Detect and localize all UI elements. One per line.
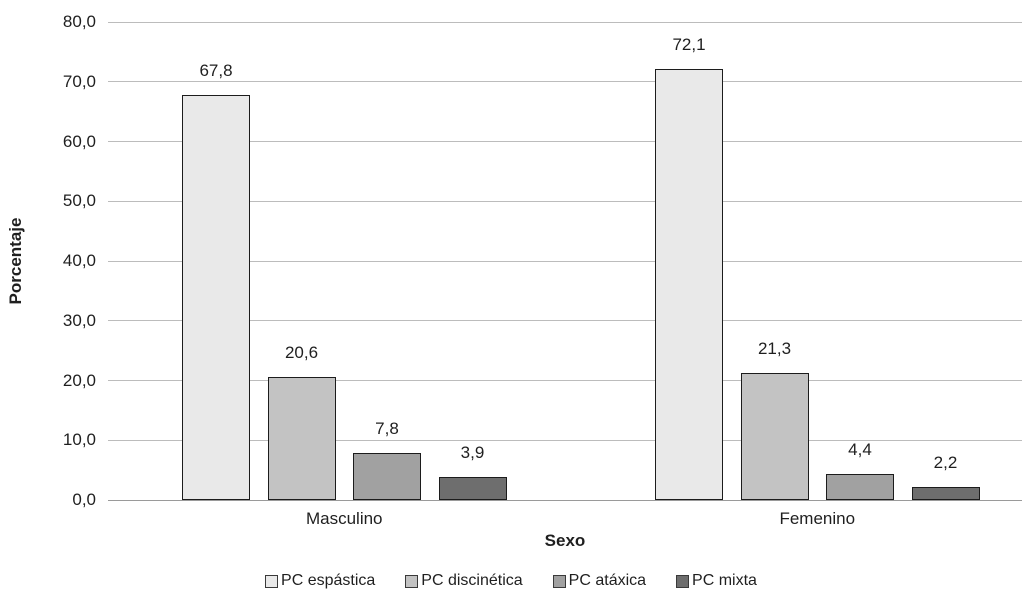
bar-value-label: 3,9 bbox=[460, 442, 485, 462]
gridline bbox=[108, 21, 1022, 23]
y-tick-label: 60,0 bbox=[62, 131, 96, 151]
legend-label: PC atáxica bbox=[568, 572, 647, 589]
legend-item: PC discinética bbox=[405, 572, 523, 590]
gridline bbox=[108, 200, 1022, 202]
bar bbox=[740, 372, 809, 500]
gridline bbox=[108, 380, 1022, 381]
y-tick-label: 50,0 bbox=[62, 191, 96, 211]
bar-value-label: 20,6 bbox=[284, 342, 319, 362]
y-tick-label: 30,0 bbox=[62, 310, 96, 330]
legend-swatch-icon bbox=[676, 574, 690, 588]
x-axis-title: Sexo bbox=[544, 531, 586, 550]
bar bbox=[911, 486, 980, 500]
y-tick-label: 0,0 bbox=[72, 490, 96, 509]
gridline bbox=[108, 320, 1022, 322]
legend-swatch-icon bbox=[265, 574, 279, 588]
legend-item: PC atáxica bbox=[552, 572, 647, 590]
bar bbox=[182, 94, 250, 500]
bar bbox=[353, 453, 421, 500]
gridline bbox=[108, 439, 1022, 441]
bar bbox=[655, 69, 723, 500]
bar-value-label: 7,8 bbox=[375, 419, 399, 439]
legend-swatch-icon bbox=[552, 574, 566, 588]
legend-item: PC mixta bbox=[676, 572, 757, 590]
bar-value-label: 67,8 bbox=[199, 60, 233, 80]
bar-value-label: 2,2 bbox=[933, 452, 958, 472]
y-axis-ticks: 0,0 10,0 20,0 30,0 40,0 50,0 60,0 70,0 80,0 bbox=[0, 12, 96, 509]
legend-swatch-icon bbox=[405, 574, 419, 588]
y-tick-label: 40,0 bbox=[62, 251, 96, 270]
y-tick-label: 10,0 bbox=[62, 430, 96, 450]
legend-label: PC discinética bbox=[421, 572, 523, 589]
legend-label: PC espástica bbox=[281, 572, 376, 589]
category-label: Femenino bbox=[779, 509, 856, 528]
y-tick-label: 70,0 bbox=[62, 71, 96, 91]
bar-value-label: 4,4 bbox=[848, 439, 872, 459]
bar-value-label: 21,3 bbox=[757, 338, 792, 358]
bar bbox=[438, 476, 507, 500]
gridline bbox=[108, 260, 1022, 262]
y-tick-label: 20,0 bbox=[62, 370, 96, 390]
bar-value-label: 72,1 bbox=[672, 35, 706, 55]
gridline bbox=[108, 141, 1022, 142]
bar bbox=[267, 376, 336, 500]
legend-item: PC espástica bbox=[265, 572, 375, 590]
legend-label: PC mixta bbox=[692, 572, 757, 589]
plot-area: 67,8 20,6 7,8 3,9 Masculino 72,1 21,3 4,4 2,2 Fem… bbox=[108, 21, 1022, 528]
y-tick-label: 80,0 bbox=[62, 12, 96, 31]
category-label: Masculino bbox=[305, 509, 383, 528]
gridline bbox=[108, 81, 1022, 83]
legend: PC espástica PC discinética PC atáxica PC m… bbox=[0, 572, 1022, 590]
gridline bbox=[108, 499, 1022, 501]
bar bbox=[826, 473, 894, 500]
